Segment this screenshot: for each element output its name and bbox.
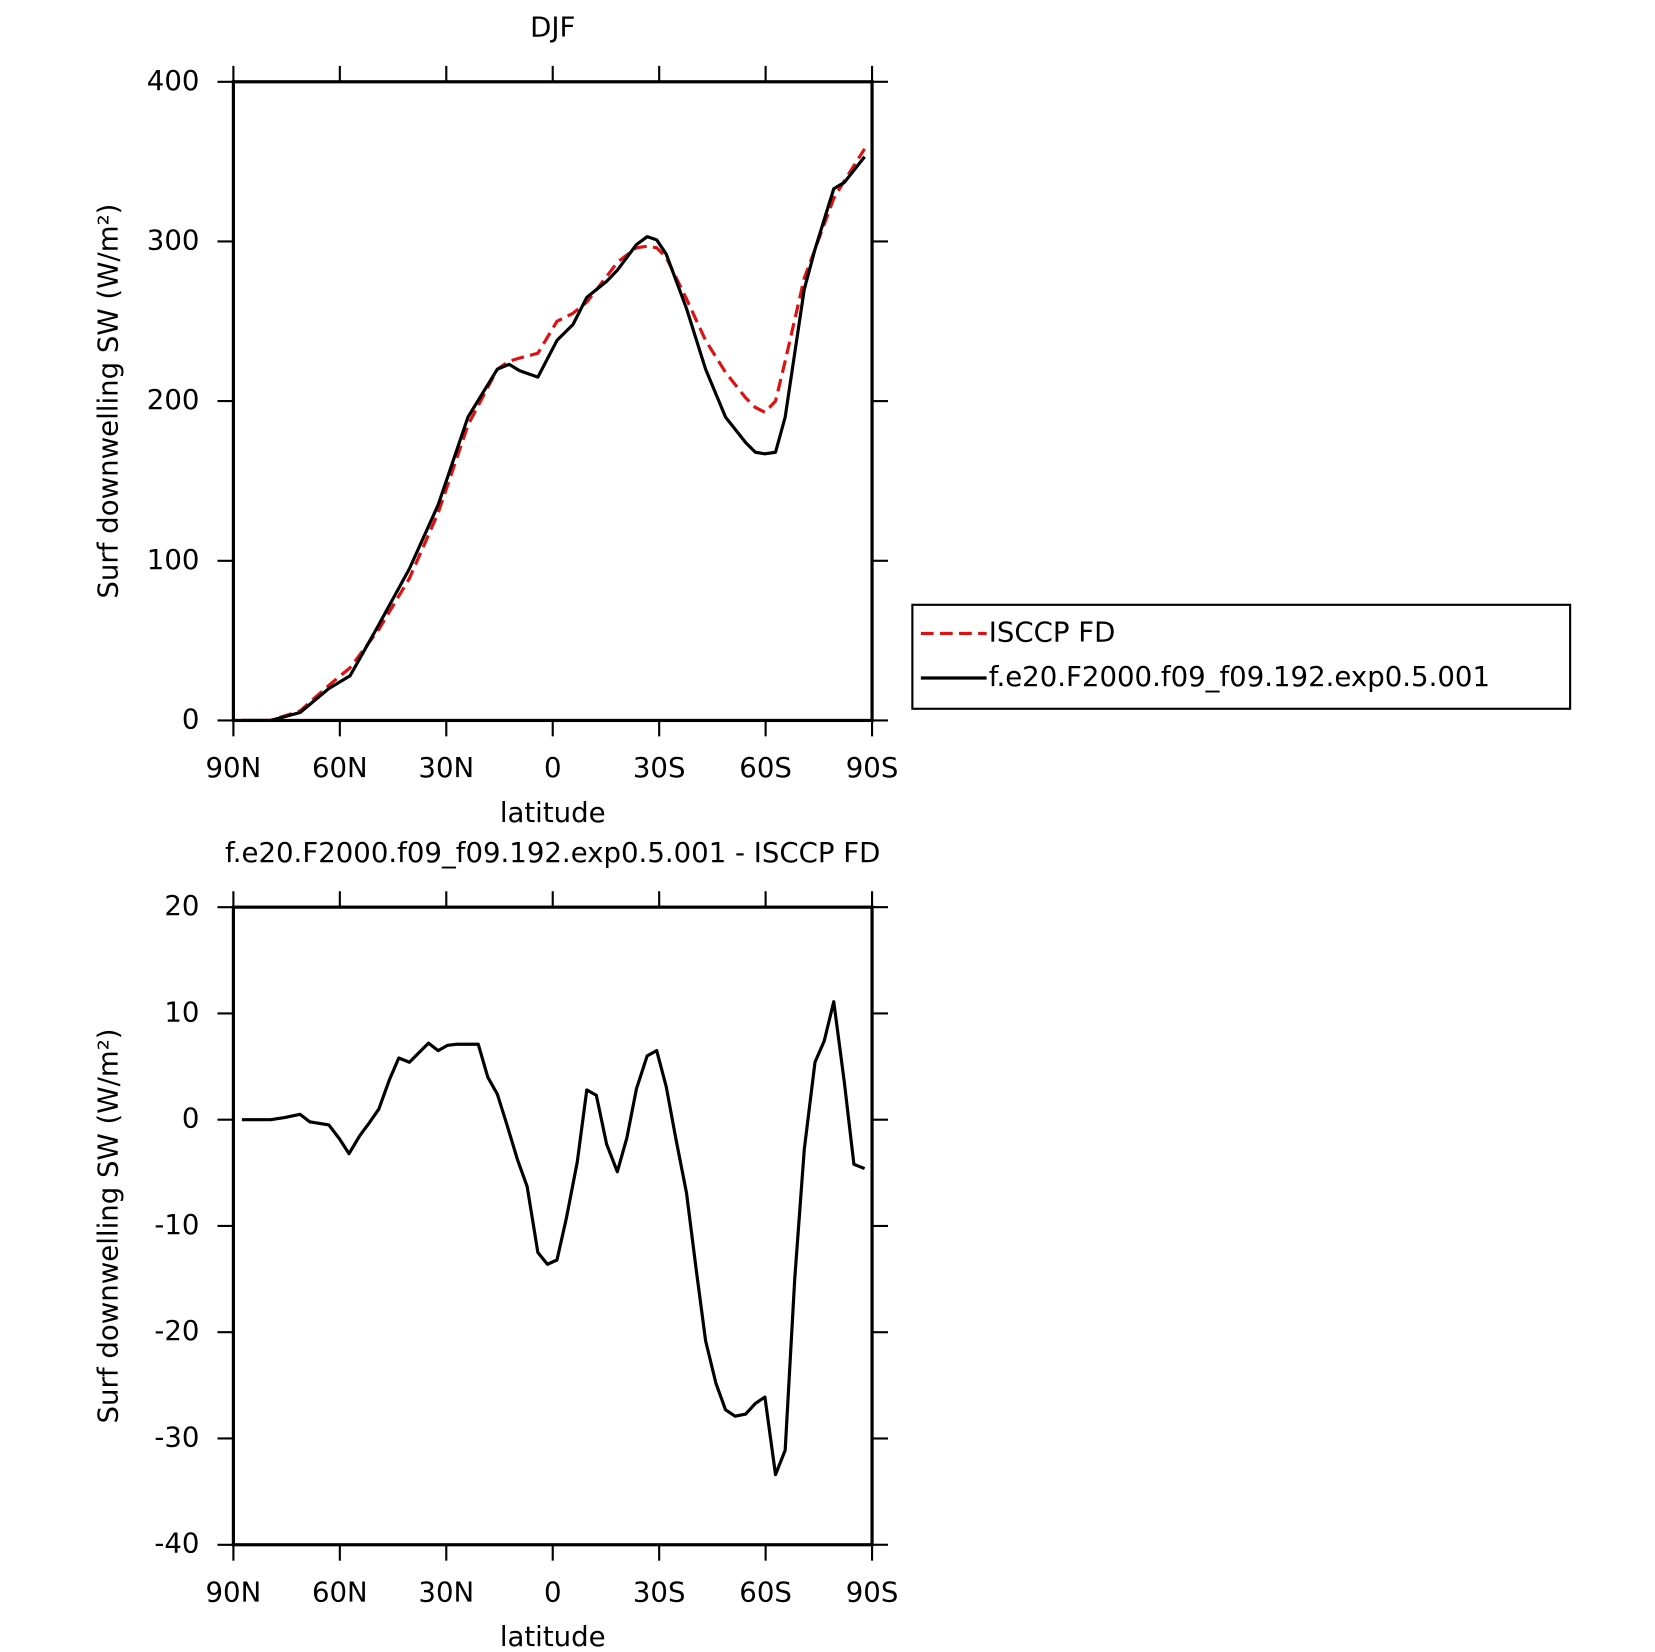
legend-label: f.e20.F2000.f09_f09.192.exp0.5.001 [989, 660, 1490, 693]
chart-title: DJF [530, 11, 575, 44]
y-tick-label: -20 [154, 1314, 199, 1347]
x-tick-label: 0 [544, 751, 562, 784]
legend-label: ISCCP FD [989, 615, 1116, 648]
x-axis-label: latitude [500, 796, 606, 829]
y-tick-label: 20 [164, 889, 199, 922]
x-axis-label: latitude [500, 1620, 606, 1652]
x-tick-label: 90N [206, 1576, 262, 1609]
x-tick-label: 0 [544, 1576, 562, 1609]
x-tick-label: 30S [633, 751, 686, 784]
x-tick-label: 90S [846, 751, 899, 784]
y-tick-label: 0 [182, 702, 200, 735]
y-tick-label: 200 [147, 383, 200, 416]
x-tick-label: 30N [418, 1576, 474, 1609]
data-line [241, 155, 866, 723]
y-axis-label: Surf downwelling SW (W/m²) [91, 1028, 124, 1423]
x-tick-label: 30N [418, 751, 474, 784]
y-tick-label: 400 [147, 64, 200, 97]
chart-title: f.e20.F2000.f09_f09.192.exp0.5.001 - ISC… [225, 836, 880, 869]
y-tick-label: 0 [182, 1102, 200, 1135]
x-tick-label: 60S [739, 1576, 792, 1609]
y-tick-label: -10 [154, 1208, 199, 1241]
y-axis-label: Surf downwelling SW (W/m²) [91, 204, 124, 599]
x-tick-label: 60S [739, 751, 792, 784]
x-tick-label: 90N [206, 751, 262, 784]
data-line [241, 1000, 866, 1477]
y-tick-label: -40 [154, 1527, 199, 1560]
plot-frame [231, 905, 874, 1547]
y-tick-label: 100 [147, 543, 200, 576]
data-line [241, 147, 866, 723]
x-tick-label: 60N [312, 751, 368, 784]
y-tick-label: -30 [154, 1420, 199, 1453]
x-tick-label: 30S [633, 1576, 686, 1609]
x-tick-label: 60N [312, 1576, 368, 1609]
y-tick-label: 300 [147, 223, 200, 256]
y-tick-label: 10 [164, 995, 199, 1028]
x-tick-label: 90S [846, 1576, 899, 1609]
legend-box [911, 603, 1572, 710]
